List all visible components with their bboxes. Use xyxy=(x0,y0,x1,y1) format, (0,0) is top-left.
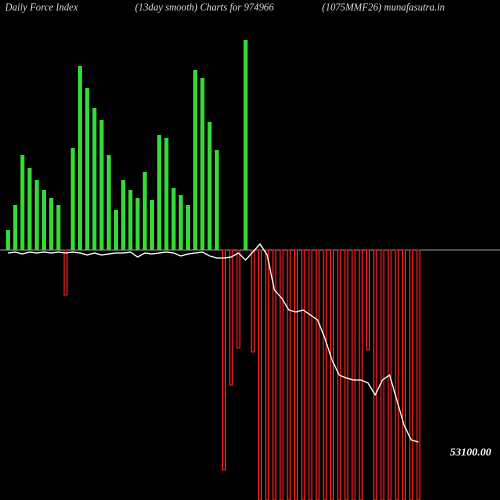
bar xyxy=(157,135,162,250)
bar xyxy=(229,249,234,386)
bar xyxy=(243,40,248,250)
bar xyxy=(279,249,284,500)
last-value-label: 53100.00 xyxy=(450,447,492,459)
bar xyxy=(135,198,140,250)
bar xyxy=(402,249,406,500)
bar xyxy=(142,172,147,250)
bar xyxy=(114,210,118,250)
bar xyxy=(49,198,54,250)
bar xyxy=(330,249,334,500)
bar xyxy=(78,66,82,250)
bar xyxy=(366,249,370,351)
bar xyxy=(13,205,18,250)
bar xyxy=(308,249,313,500)
bar xyxy=(258,249,262,500)
bar xyxy=(301,249,306,500)
bar xyxy=(394,249,399,500)
bar xyxy=(34,180,39,250)
chart-title: Daily Force Index xyxy=(4,2,78,13)
bar xyxy=(409,249,414,500)
bar xyxy=(294,249,298,500)
chart-subtitle: (13day smooth) Charts for 974966 xyxy=(135,2,274,13)
bar xyxy=(351,249,356,500)
bar xyxy=(20,155,25,250)
bar xyxy=(286,249,291,500)
bar xyxy=(63,249,68,296)
bar xyxy=(128,190,133,250)
bar xyxy=(85,88,90,250)
bar xyxy=(265,249,270,500)
bar xyxy=(6,230,10,250)
bar xyxy=(99,120,104,250)
bar xyxy=(380,249,385,500)
bar xyxy=(373,249,378,500)
bar xyxy=(106,155,111,250)
bar xyxy=(150,200,154,250)
bar xyxy=(322,249,327,500)
bar xyxy=(121,180,126,250)
bar xyxy=(344,249,349,500)
bar xyxy=(207,122,212,250)
bar xyxy=(92,108,97,250)
bar xyxy=(70,148,75,250)
bar xyxy=(416,249,421,500)
bar xyxy=(250,249,255,353)
bar xyxy=(178,195,183,250)
bar xyxy=(222,249,226,471)
bar xyxy=(164,138,169,250)
chart-source: (1075MMF26) munafasutra.in xyxy=(322,2,445,13)
bar xyxy=(193,70,198,250)
bar xyxy=(236,249,241,349)
bar xyxy=(200,78,205,250)
bar xyxy=(315,249,320,500)
bar xyxy=(27,168,32,250)
bar xyxy=(214,150,219,250)
bar xyxy=(42,190,46,250)
bar xyxy=(56,205,61,250)
bar xyxy=(186,205,190,250)
line xyxy=(7,243,419,443)
bar xyxy=(171,188,176,250)
bar xyxy=(272,249,277,500)
bar xyxy=(358,249,363,500)
